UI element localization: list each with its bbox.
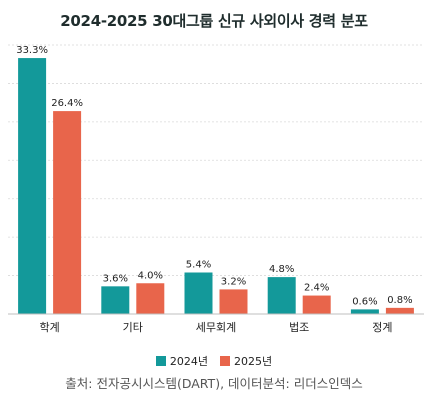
bar-2024-1: [101, 286, 130, 314]
bar-2024-4: [350, 309, 379, 314]
bar-2024-2: [184, 272, 213, 314]
bar-2025-3: [302, 295, 331, 314]
x-tick-label: 정계: [372, 321, 392, 334]
data-label: 3.2%: [221, 276, 246, 287]
source-note: 출처: 전자공시시스템(DART), 데이터분석: 리더스인덱스: [65, 376, 363, 391]
legend-swatch-2025: [220, 356, 230, 366]
data-label: 0.8%: [387, 295, 412, 306]
bar-2024-0: [18, 58, 47, 314]
data-label: 5.4%: [186, 259, 211, 270]
legend-item-2025[interactable]: 2025년: [220, 353, 272, 369]
bar-2025-0: [53, 111, 82, 315]
data-label: 3.6%: [103, 273, 128, 284]
legend-swatch-2024: [155, 356, 166, 366]
legend-label-2024: 2024년: [169, 355, 208, 368]
bar-2025-1: [136, 283, 165, 314]
data-label: 2.4%: [304, 283, 329, 294]
data-label: 4.8%: [269, 264, 294, 275]
x-tick-label: 기타: [123, 321, 143, 334]
bar-2025-2: [219, 289, 248, 314]
x-tick-label: 법조: [289, 321, 309, 334]
bar-2025-4: [385, 307, 414, 314]
chart-title: 2024-2025 30대그룹 신규 사외이사 경력 분포: [60, 12, 368, 30]
x-tick-label: 세무회계: [196, 321, 236, 334]
legend-label-2025: 2025년: [234, 355, 273, 368]
bar-2024-3: [267, 277, 296, 314]
data-label: 0.6%: [352, 296, 377, 307]
x-tick-label: 학계: [39, 321, 59, 334]
data-label: 4.0%: [138, 270, 163, 281]
legend: 2024년 2025년: [0, 353, 428, 369]
data-label: 26.4%: [51, 98, 83, 109]
data-label: 33.3%: [16, 45, 48, 56]
legend-item-2024[interactable]: 2024년: [155, 353, 208, 369]
